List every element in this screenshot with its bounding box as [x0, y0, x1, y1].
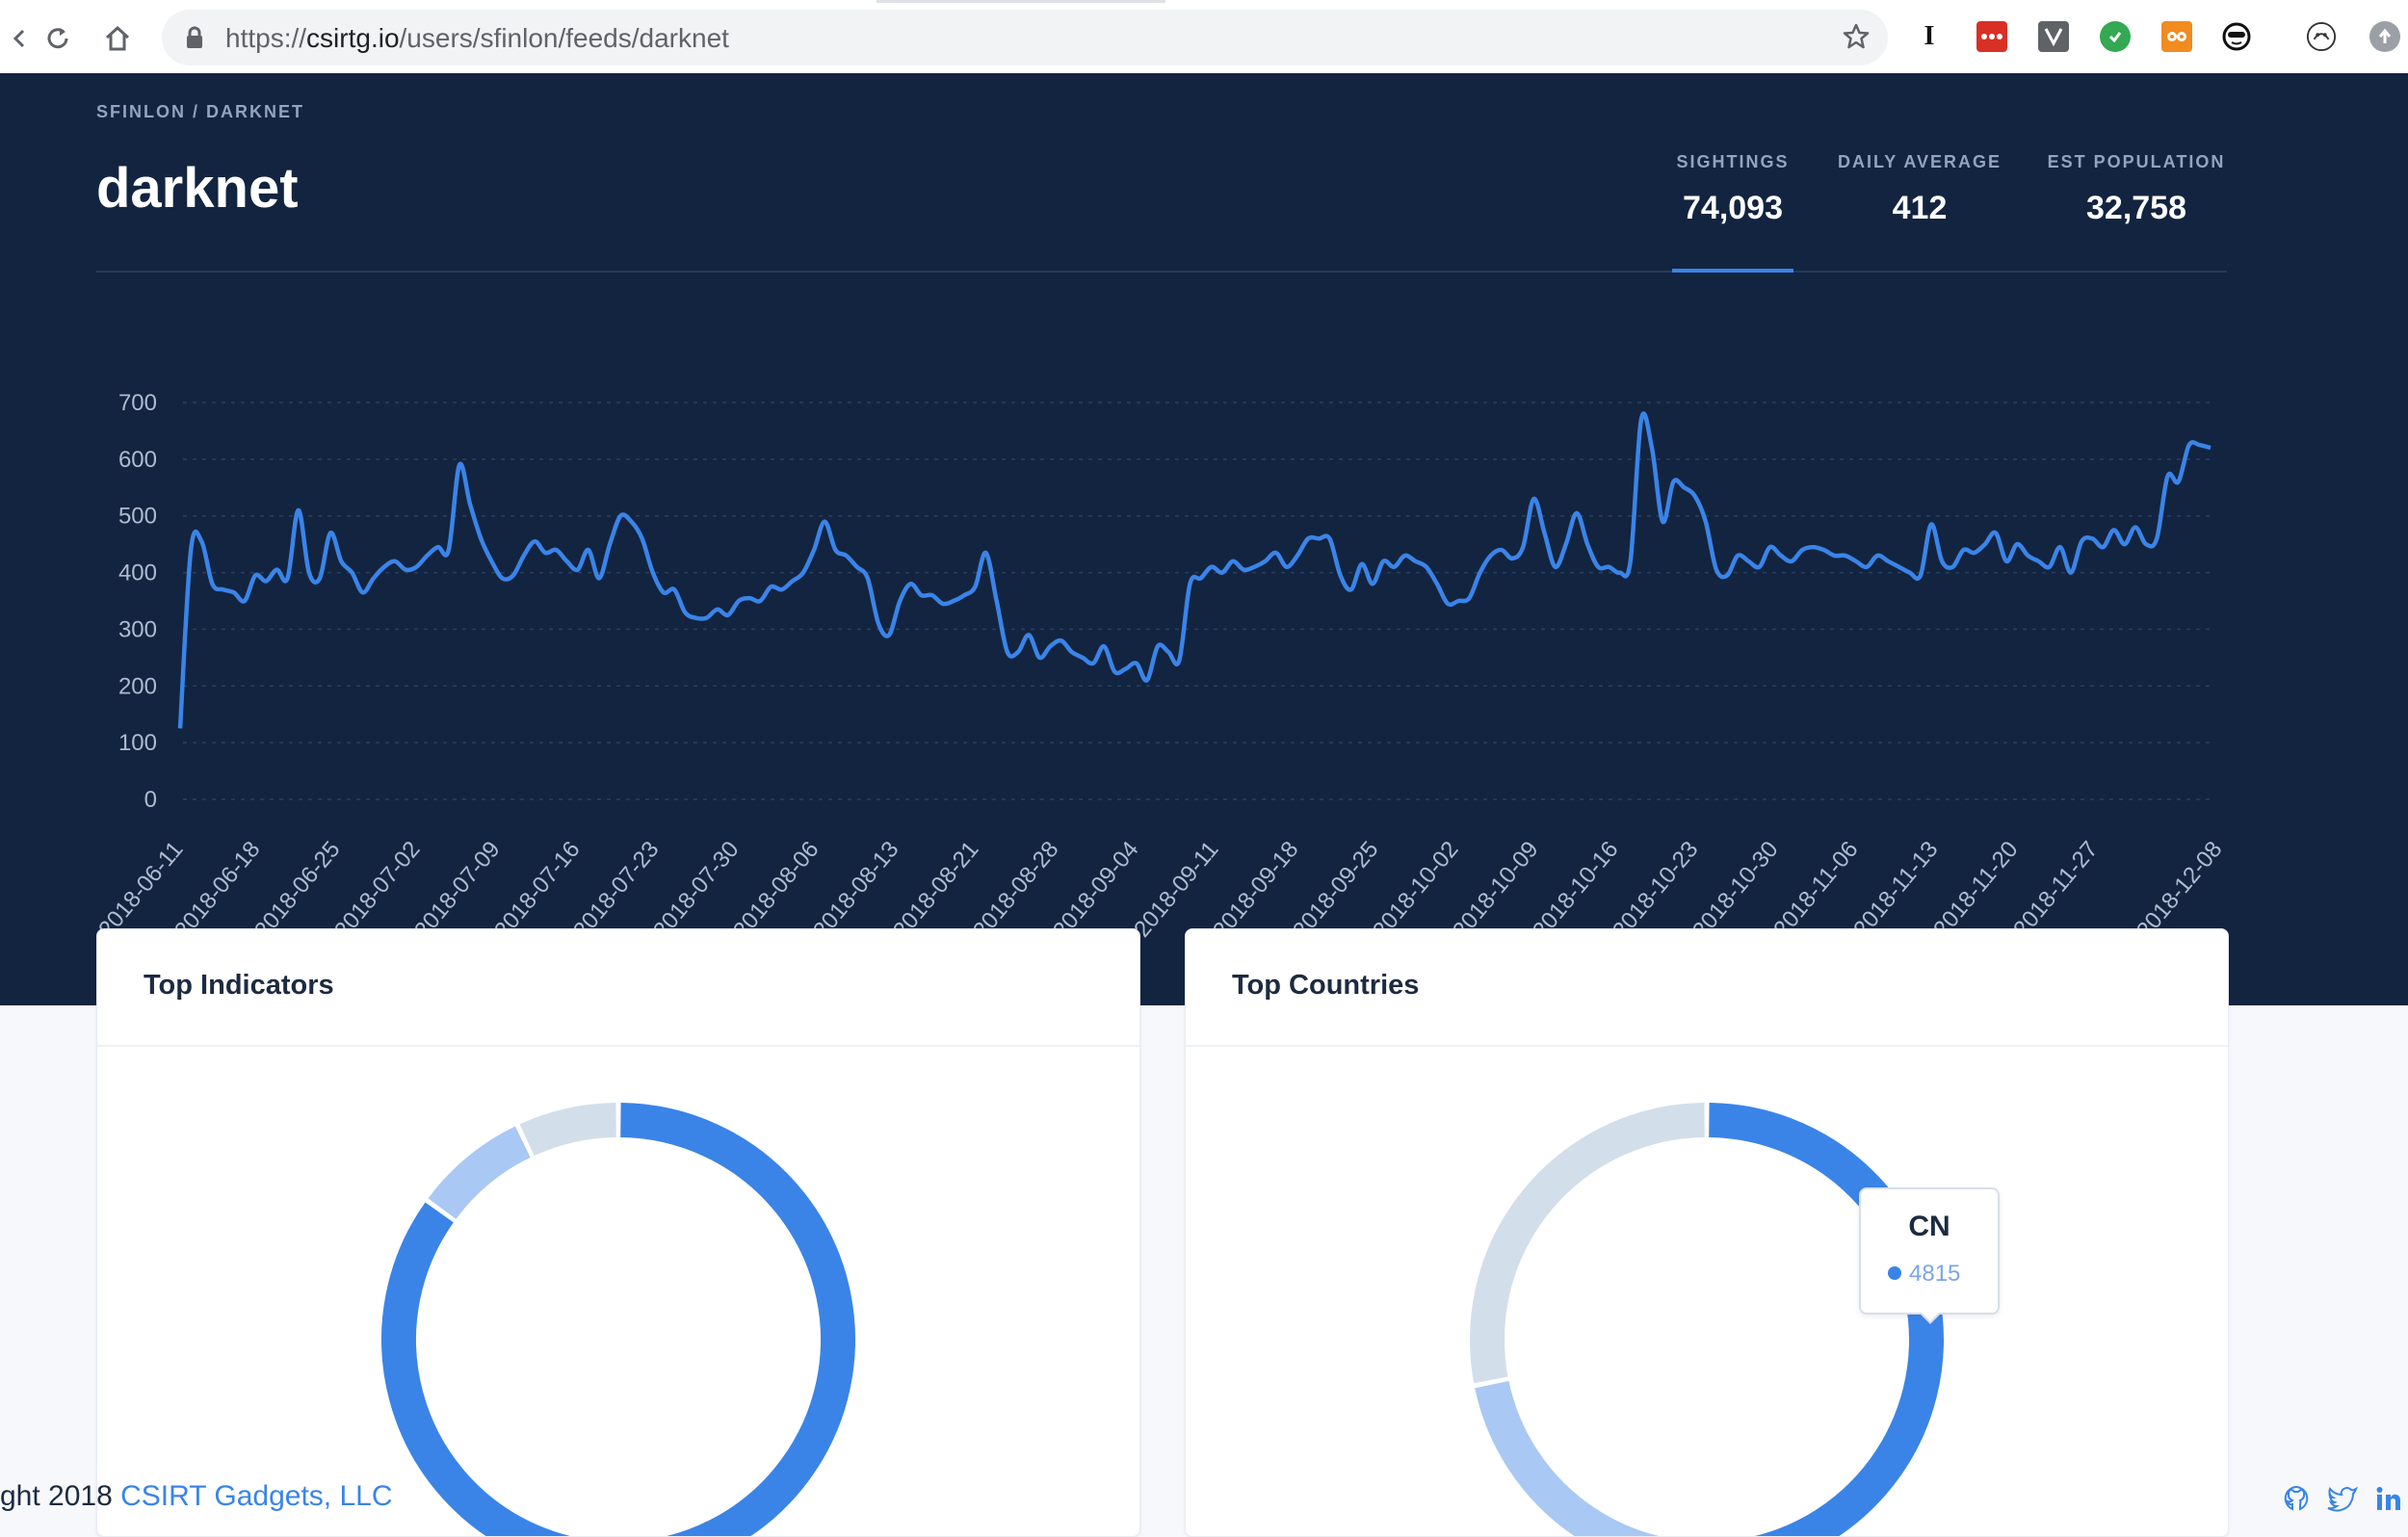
browser-toolbar: https://csirtg.io/users/sfinlon/feeds/da… [0, 0, 2408, 74]
tab[interactable] [1165, 0, 2408, 3]
lock-icon [185, 26, 204, 54]
chart-tooltip: CN 4815 [1859, 1187, 2000, 1324]
card-title: Top Countries [1232, 970, 1420, 1001]
feed-header: SFINLON / DARKNET darknet SIGHTINGS 74,0… [0, 73, 2408, 1005]
linkedin-icon[interactable] [2371, 1481, 2406, 1516]
header-divider [96, 271, 2227, 273]
stat-sightings[interactable]: SIGHTINGS 74,093 [1672, 152, 1793, 227]
top-countries-donut-chart[interactable] [1186, 929, 2228, 1536]
x-tick-label: 2018-11-27 [2008, 837, 2103, 943]
tooltip-value: 4815 [1909, 1261, 1961, 1287]
sightings-series-line [177, 411, 2212, 729]
stat-daily-average[interactable]: DAILY AVERAGE 412 [1836, 152, 2003, 227]
breadcrumb[interactable]: SFINLON / DARKNET [96, 102, 304, 121]
home-icon[interactable] [98, 19, 137, 58]
stat-value: 32,758 [2086, 190, 2186, 226]
tooltip-title: CN [1908, 1211, 1950, 1242]
card-divider [97, 1045, 1139, 1047]
y-tick-label: 700 [118, 390, 157, 416]
bookmark-star-icon[interactable] [1842, 22, 1871, 56]
extension-instapaper-icon[interactable]: I [1924, 21, 1935, 51]
y-tick-label: 600 [118, 447, 157, 473]
top-countries-card: Top Countries [1185, 928, 2229, 1537]
url-text[interactable]: https://csirtg.io/users/sfinlon/feeds/da… [225, 23, 729, 53]
y-tick-label: 300 [118, 616, 157, 642]
card-title: Top Indicators [144, 970, 334, 1001]
reload-icon[interactable] [39, 19, 77, 58]
copyright-text: ght 2018 [0, 1480, 121, 1512]
stat-est-population[interactable]: EST POPULATION 32,758 [2046, 152, 2227, 227]
donut-slice [1470, 1103, 1705, 1384]
extension-evernote-icon[interactable] [2100, 21, 2131, 52]
donut-slice [1475, 1380, 1660, 1536]
update-icon[interactable] [2369, 21, 2400, 52]
tab-strip [0, 0, 2408, 3]
stat-label: DAILY AVERAGE [1837, 152, 2002, 171]
y-tick-label: 100 [118, 730, 157, 756]
profile-avatar-icon[interactable] [2306, 21, 2337, 52]
donut-slice [428, 1126, 531, 1220]
extension-lastpass-icon[interactable] [1976, 21, 2007, 52]
sightings-line-chart[interactable]: 70060050040030020010002018-06-112018-06-… [0, 295, 2408, 969]
top-indicators-card: Top Indicators [96, 928, 1140, 1537]
github-icon[interactable] [2279, 1481, 2314, 1516]
donut-slice [519, 1103, 617, 1157]
extension-wappalyzer-icon[interactable] [2038, 21, 2069, 52]
extension-glasses-icon[interactable] [2221, 21, 2252, 52]
y-tick-label: 400 [118, 560, 157, 586]
extension-owl-icon[interactable] [2161, 21, 2192, 52]
active-stat-indicator [1672, 269, 1793, 273]
company-link[interactable]: CSIRT Gadgets, LLC [120, 1480, 393, 1512]
top-indicators-donut-chart[interactable] [97, 929, 1139, 1536]
y-tick-label: 500 [118, 504, 157, 530]
card-divider [1186, 1045, 2228, 1047]
tab[interactable] [0, 0, 877, 3]
footer-copyright: ght 2018 CSIRT Gadgets, LLC [0, 1480, 393, 1513]
back-icon[interactable] [0, 19, 39, 58]
address-bar[interactable]: https://csirtg.io/users/sfinlon/feeds/da… [162, 10, 1888, 65]
legend-dot-icon [1888, 1265, 1901, 1280]
page-title: darknet [96, 157, 299, 220]
y-tick-label: 0 [144, 787, 157, 813]
stat-value: 74,093 [1683, 190, 1783, 226]
y-tick-label: 200 [118, 673, 157, 699]
stat-label: SIGHTINGS [1676, 152, 1790, 171]
tooltip-row: 4815 [1888, 1261, 1960, 1288]
tooltip-caret-fill [1921, 1312, 1940, 1321]
stat-value: 412 [1892, 190, 1948, 226]
stat-label: EST POPULATION [2047, 152, 2226, 171]
donut-slice [1709, 1103, 1944, 1536]
twitter-icon[interactable] [2325, 1481, 2360, 1516]
